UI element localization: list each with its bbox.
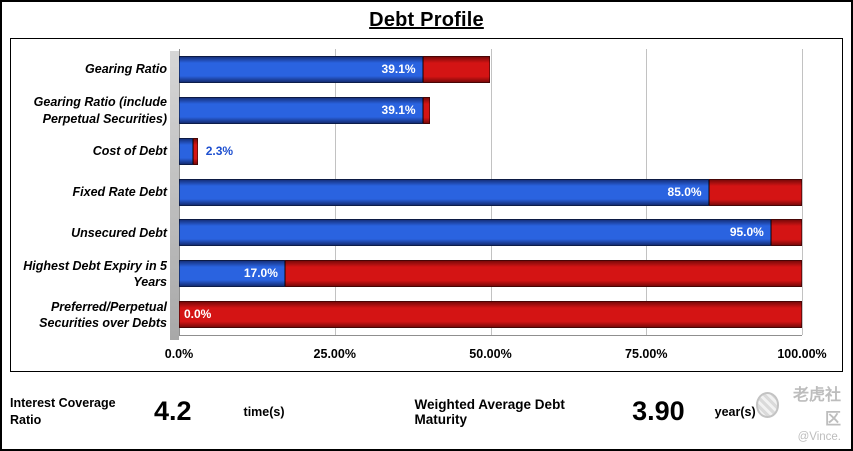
chart-plot-area: Gearing Ratio 39.1% Gearing Ratio (include… bbox=[11, 39, 842, 371]
tiger-community-logo-icon bbox=[755, 391, 780, 418]
watermark: 老虎社区 @Vince. bbox=[755, 381, 841, 443]
bar-value-label: 39.1% bbox=[381, 102, 416, 117]
interest-coverage-ratio-unit: time(s) bbox=[243, 404, 285, 419]
chart-row: Unsecured Debt 95.0% bbox=[71, 212, 802, 253]
bar-remainder-segment bbox=[422, 96, 431, 124]
bar-track: 0.0% bbox=[179, 301, 802, 329]
bar-remainder-segment bbox=[179, 301, 802, 329]
bar-value-segment bbox=[179, 55, 423, 83]
bar-track: 85.0% bbox=[179, 178, 802, 206]
category-label: Cost of Debt bbox=[92, 144, 167, 159]
bar-value-label: 39.1% bbox=[381, 61, 416, 76]
chart-row: Fixed Rate Debt 85.0% bbox=[73, 172, 802, 213]
weighted-average-debt-maturity-value: 3.90 bbox=[632, 396, 685, 426]
bar-value-label: 2.3% bbox=[205, 143, 234, 158]
bar-remainder-segment bbox=[770, 219, 802, 247]
category-label: Gearing Ratio bbox=[85, 62, 167, 77]
axis-tick-label: 75.00% bbox=[625, 347, 668, 361]
bar-remainder-segment bbox=[284, 260, 802, 288]
bar-track: 95.0% bbox=[179, 219, 802, 247]
category-label: Unsecured Debt bbox=[71, 225, 167, 240]
chart-row: Gearing Ratio (include Perpetual Securit… bbox=[34, 90, 802, 131]
chart-row: Preferred/Perpetual Securities over Debt… bbox=[39, 294, 802, 335]
category-label: Preferred/Perpetual Securities over Debt… bbox=[39, 299, 167, 330]
summary-footer: Interest Coverage Ratio 4.2 time(s) Weig… bbox=[10, 378, 843, 445]
axis-tick-label: 25.00% bbox=[313, 347, 356, 361]
bar-track: 39.1% bbox=[179, 96, 802, 124]
bar-value-segment bbox=[179, 96, 423, 124]
bar-remainder-segment bbox=[708, 178, 802, 206]
axis-tick-label: 100.00% bbox=[777, 347, 827, 361]
category-label: Gearing Ratio (include Perpetual Securit… bbox=[33, 95, 167, 126]
interest-coverage-ratio-label: Interest Coverage Ratio bbox=[10, 396, 116, 427]
bar-rows: Gearing Ratio 39.1% Gearing Ratio (include… bbox=[23, 49, 802, 335]
bar-track: 17.0% bbox=[179, 260, 802, 288]
x-axis-line bbox=[179, 335, 802, 336]
bar-value-label: 95.0% bbox=[729, 225, 764, 240]
weighted-average-debt-maturity-label: Weighted Average Debt Maturity bbox=[414, 396, 565, 427]
chart-row: Cost of Debt 2.3% bbox=[93, 131, 802, 172]
category-label: Highest Debt Expiry in 5 Years bbox=[23, 258, 167, 289]
gridline bbox=[802, 49, 803, 335]
weighted-average-debt-maturity-unit: year(s) bbox=[714, 404, 756, 419]
axis-tick-label: 0.0% bbox=[164, 347, 194, 361]
interest-coverage-ratio-value: 4.2 bbox=[154, 396, 192, 426]
chart-row: Gearing Ratio 39.1% bbox=[85, 49, 802, 90]
bar-value-label: 0.0% bbox=[184, 307, 212, 322]
bar-value-segment bbox=[179, 178, 709, 206]
bar-value-label: 17.0% bbox=[243, 266, 278, 281]
chart-title: Debt Profile bbox=[369, 9, 484, 31]
axis-tick-label: 50.00% bbox=[469, 347, 512, 361]
bar-track: 2.3% bbox=[179, 137, 802, 165]
category-label: Fixed Rate Debt bbox=[72, 184, 167, 199]
bar-value-segment bbox=[179, 219, 771, 247]
watermark-community-name: 老虎社区 bbox=[792, 386, 841, 428]
chart-box: Gearing Ratio 39.1% Gearing Ratio (include… bbox=[10, 38, 843, 372]
bar-value-segment bbox=[179, 260, 285, 288]
chart-row: Highest Debt Expiry in 5 Years 17.0% bbox=[23, 253, 802, 294]
bar-remainder-segment bbox=[193, 137, 198, 165]
x-axis-tick-labels: 0.0% 25.00% 50.00% 75.00% 100.00% bbox=[165, 347, 827, 363]
bar-track: 39.1% bbox=[179, 55, 802, 83]
watermark-handle: @Vince. bbox=[797, 430, 841, 443]
bar-value-segment bbox=[179, 137, 194, 165]
bar-remainder-segment bbox=[422, 55, 491, 83]
bar-value-label: 85.0% bbox=[667, 184, 702, 199]
